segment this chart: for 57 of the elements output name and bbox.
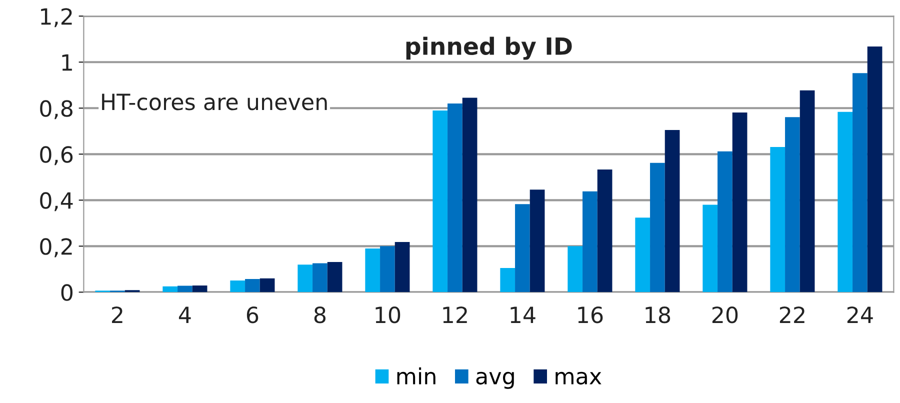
- bar: [162, 286, 178, 292]
- legend-label: max: [556, 372, 602, 385]
- bar: [852, 73, 868, 292]
- legend-label: min: [397, 367, 436, 384]
- bar: [635, 218, 650, 292]
- bar: [448, 104, 462, 292]
- x-tick-label: 18: [646, 306, 670, 324]
- bar: [192, 286, 208, 292]
- bar: [365, 248, 380, 292]
- legend-label: avg: [476, 372, 514, 389]
- y-tick-label: 0,2: [40, 238, 72, 258]
- bar: [664, 130, 680, 292]
- bar: [312, 263, 328, 292]
- bar: [394, 242, 410, 292]
- text: pinned by ID: [406, 36, 572, 60]
- x-tick-label: 14: [510, 306, 536, 323]
- y-tick-label: 0,8: [40, 100, 72, 120]
- y-tick-label: 1: [62, 54, 72, 71]
- bar: [462, 98, 478, 292]
- bar: [597, 170, 612, 292]
- annotation: HT-cores are uneven: [102, 94, 327, 110]
- bar: [245, 279, 260, 292]
- bar: [650, 162, 665, 292]
- bar: [785, 117, 800, 292]
- bar: [582, 191, 598, 292]
- bar: [178, 286, 192, 292]
- bar: [838, 112, 853, 292]
- x-tick-label: 2: [112, 306, 122, 323]
- bar: [568, 246, 583, 292]
- bar: [432, 110, 448, 292]
- bar: [800, 90, 815, 292]
- bar: [702, 204, 718, 292]
- bar: [380, 246, 395, 292]
- x-tick-label: 6: [246, 306, 258, 324]
- bar: [530, 190, 545, 292]
- x-tick-label: 24: [847, 306, 873, 323]
- bar: [867, 46, 882, 292]
- x-tick-label: 10: [376, 306, 400, 324]
- bar: [260, 278, 275, 292]
- bar: [718, 151, 732, 292]
- x-tick-label: 4: [178, 306, 191, 323]
- bar: [327, 262, 342, 292]
- bar: [732, 112, 748, 292]
- bar: [515, 204, 530, 292]
- y-tick-label: 0: [61, 284, 72, 301]
- x-tick-label: 8: [314, 306, 326, 324]
- bar: [500, 268, 516, 292]
- bar: [230, 280, 246, 292]
- y-tick-label: 1,2: [41, 8, 72, 28]
- bar: [298, 264, 313, 292]
- x-tick-label: 12: [443, 306, 467, 323]
- y-tick-label: 0,4: [40, 192, 73, 212]
- y-tick-label: 0,6: [40, 146, 73, 166]
- bar: [770, 147, 786, 292]
- x-tick-label: 22: [780, 306, 804, 323]
- x-tick-label: 16: [578, 306, 603, 324]
- x-tick-label: 20: [712, 306, 738, 324]
